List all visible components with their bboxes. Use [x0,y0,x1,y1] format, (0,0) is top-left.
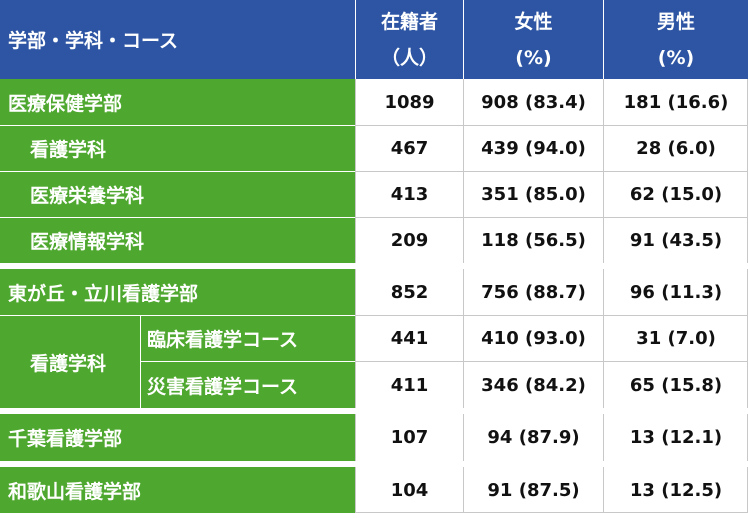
grid-line [463,79,464,513]
group-separator [0,461,748,467]
header-male: 男性 (%) [604,0,748,79]
department-label: 医療情報学科 [0,218,355,263]
male-value: 13 (12.5) [604,467,748,513]
male-value: 13 (12.1) [604,414,748,461]
male-value: 181 (16.6) [604,79,748,125]
enrollment-value: 467 [356,126,463,171]
grid-line [355,79,356,513]
group-separator [0,408,748,414]
grid-line [355,512,748,513]
grid-line [355,171,748,172]
female-value: 439 (94.0) [464,126,603,171]
enrollment-value: 209 [356,218,463,263]
header-female: 女性 (%) [464,0,603,79]
enrollment-value: 107 [356,414,463,461]
header-enrollment-unit: （人） [380,46,438,69]
enrollment-value: 413 [356,172,463,217]
female-value: 351 (85.0) [464,172,603,217]
merged-department-label: 看護学科 [0,316,140,408]
female-value: 756 (88.7) [464,269,603,315]
faculty-label: 千葉看護学部 [0,414,355,461]
female-value: 118 (56.5) [464,218,603,263]
female-value: 91 (87.5) [464,467,603,513]
faculty-label: 医療保健学部 [0,79,355,125]
header-enrollment-title: 在籍者 [380,10,438,33]
male-value: 96 (11.3) [604,269,748,315]
enrollment-value: 852 [356,269,463,315]
faculty-label: 東が丘・立川看護学部 [0,269,355,315]
enrollment-value: 104 [356,467,463,513]
header-department: 学部・学科・コース [0,0,355,79]
grid-line [603,79,604,513]
header-male-title: 男性 [656,10,695,33]
course-label: 災害看護学コース [141,362,355,408]
course-label: 臨床看護学コース [141,316,355,361]
male-value: 65 (15.8) [604,362,748,408]
enrollment-value: 411 [356,362,463,408]
male-value: 28 (6.0) [604,126,748,171]
header-enrollment: 在籍者 （人） [356,0,463,79]
grid-line [355,125,748,126]
group-separator [0,263,748,269]
grid-line [355,217,748,218]
header-male-unit: (%) [657,46,695,69]
male-value: 91 (43.5) [604,218,748,263]
female-value: 346 (84.2) [464,362,603,408]
female-value: 410 (93.0) [464,316,603,361]
male-value: 62 (15.0) [604,172,748,217]
female-value: 94 (87.9) [464,414,603,461]
department-label: 看護学科 [0,126,355,171]
department-label: 医療栄養学科 [0,172,355,217]
header-female-title: 女性 [514,10,553,33]
male-value: 31 (7.0) [604,316,748,361]
female-value: 908 (83.4) [464,79,603,125]
grid-line [355,361,748,362]
grid-line [355,315,748,316]
header-female-unit: (%) [515,46,552,69]
faculty-label: 和歌山看護学部 [0,467,355,513]
enrollment-value: 1089 [356,79,463,125]
enrollment-value: 441 [356,316,463,361]
